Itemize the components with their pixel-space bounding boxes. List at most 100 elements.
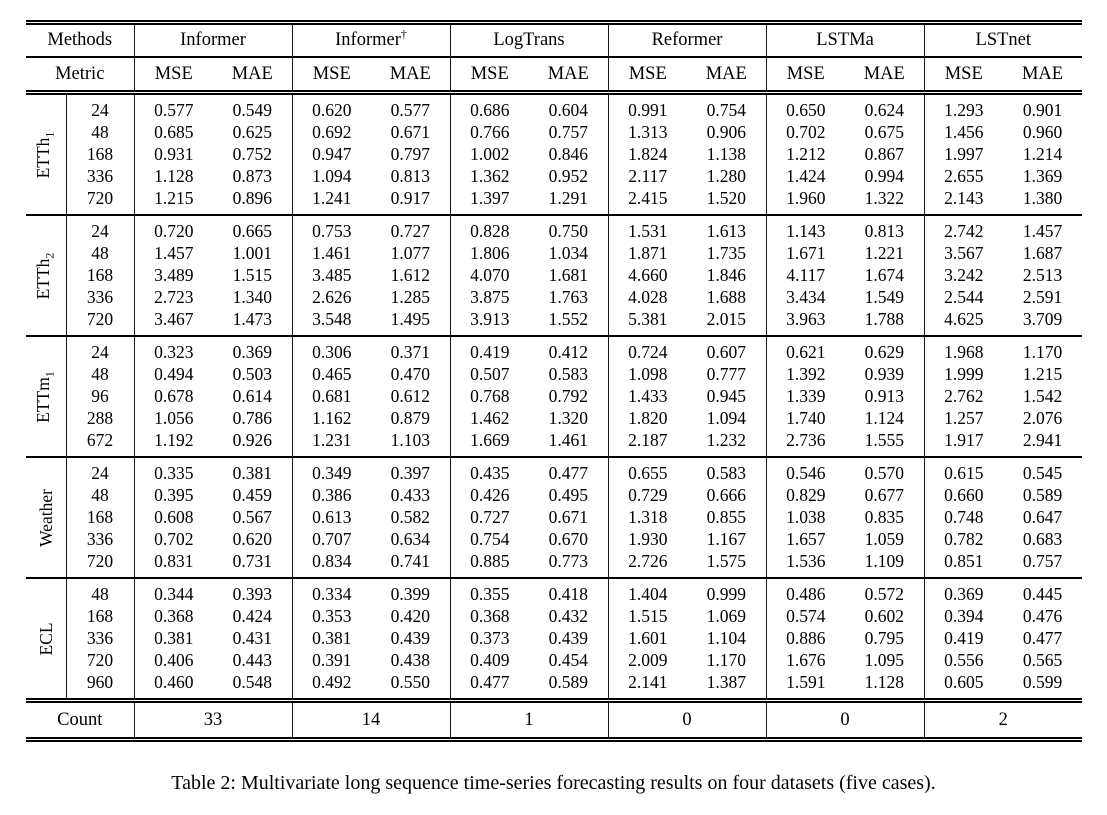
table-row: 96 0.678 0.614 0.681 0.612 0.768 0.792 1.433 0.9… [26,385,1082,407]
value-cell: 0.381 [213,456,292,484]
value-cell: 0.795 [864,628,904,648]
metric-row: Metric MSE MAE MSE MAE MSE MAE MSE MAE MSE MAE MSE M… [26,57,1083,95]
metric-col-header: MSE [291,57,371,95]
value-cell: 2.015 [706,309,746,329]
value-cell: 0.443 [232,650,272,670]
value-cell: 1.285 [390,287,430,307]
value-cell: 1.591 [765,671,846,701]
dataset-label-text: ETTm1 [32,370,57,423]
value-cell: 0.621 [765,335,846,363]
value-cell: 3.963 [765,308,846,336]
value-cell: 1.192 [133,429,213,457]
value-cell: 1.231 [291,429,371,457]
value-cell: 0.583 [548,364,588,384]
value-cell: 1.128 [864,672,904,692]
value-cell: 1.069 [706,606,746,626]
value-cell: 0.792 [548,386,588,406]
value-cell: 0.492 [291,671,371,701]
value-cell: 0.615 [923,456,1004,484]
value-cell: 0.599 [1022,672,1063,692]
value-cell: 0.409 [449,649,529,671]
value-cell: 0.773 [548,551,588,571]
value-cell: 2.415 [607,187,687,215]
value-cell: 0.545 [1003,456,1083,484]
methods-row: Methods Informer Informer† LogTrans Reformer… [26,20,1083,58]
horizon-cell: 168 [65,605,134,627]
horizon-cell: 336 [65,528,134,550]
value-cell: 0.731 [232,551,272,571]
value-cell: 0.750 [529,214,608,242]
value-cell: 1.763 [548,287,588,307]
value-cell: 4.070 [449,264,529,286]
table-row: 720 0.831 0.731 0.834 0.741 0.885 0.773 2.726 1.… [26,550,1082,578]
value-cell: 0.565 [1022,650,1063,670]
horizon-cell: 48 [65,121,134,143]
value-cell: 0.655 [607,456,687,484]
value-cell: 2.544 [923,286,1004,308]
dataset-label-text: Weather [35,488,56,547]
value-cell: 0.754 [449,528,529,550]
value-cell: 0.947 [291,143,371,165]
value-cell: 1.549 [864,287,904,307]
value-cell: 0.460 [133,671,213,701]
value-cell: 2.723 [133,286,213,308]
value-cell: 0.344 [133,577,213,605]
horizon-cell: 288 [65,407,134,429]
value-cell: 3.434 [765,286,846,308]
value-cell: 1.552 [548,309,588,329]
horizon-cell: 48 [65,242,134,264]
value-cell: 0.754 [706,100,746,120]
value-cell: 0.813 [845,214,925,242]
value-cell: 0.386 [291,484,371,506]
dataset-subscript: 2 [42,252,56,259]
value-cell: 0.906 [706,122,746,142]
value-cell: 0.846 [548,144,588,164]
value-cell: 0.886 [765,627,846,649]
value-cell: 0.720 [133,214,213,242]
table-row: 48 0.685 0.625 0.692 0.671 0.766 0.757 1.313 0.9… [26,121,1082,143]
value-cell: 0.829 [765,484,846,506]
count-label: Count [26,698,134,742]
value-cell: 1.806 [449,242,529,264]
value-cell: 0.835 [864,507,904,527]
value-cell: 0.334 [291,577,371,605]
horizon-cell: 720 [65,308,134,336]
dagger-superscript: † [400,26,407,41]
value-cell: 0.335 [133,456,213,484]
value-cell: 1.968 [923,335,1004,363]
value-cell: 1.322 [864,188,904,208]
value-cell: 0.567 [232,507,272,527]
value-cell: 0.604 [548,100,588,120]
value-cell: 4.117 [765,264,846,286]
value-cell: 0.665 [213,214,292,242]
value-cell: 1.167 [706,529,746,549]
value-cell: 0.424 [232,606,272,626]
value-cell: 0.777 [706,364,746,384]
value-cell: 0.353 [291,605,371,627]
value-cell: 2.736 [765,429,846,457]
value-cell: 0.368 [449,605,529,627]
horizon-cell: 168 [65,143,134,165]
value-cell: 3.913 [449,308,529,336]
value-cell: 2.941 [1022,430,1063,450]
value-cell: 0.577 [390,100,430,120]
value-cell: 0.677 [864,485,904,505]
value-cell: 0.602 [864,606,904,626]
value-cell: 0.692 [291,121,371,143]
value-cell: 1.059 [864,529,904,549]
value-cell: 0.939 [864,364,904,384]
method-header: Reformer [607,20,767,58]
value-cell: 0.582 [390,507,430,527]
value-cell: 0.368 [133,605,213,627]
horizon-cell: 720 [65,187,134,215]
value-cell: 1.424 [765,165,846,187]
value-cell: 0.991 [607,92,687,121]
value-cell: 0.306 [291,335,371,363]
value-cell: 0.426 [449,484,529,506]
value-cell: 2.141 [607,671,687,701]
value-cell: 0.678 [133,385,213,407]
value-cell: 1.215 [1022,364,1063,384]
value-cell: 1.520 [706,188,746,208]
value-cell: 0.612 [390,386,430,406]
